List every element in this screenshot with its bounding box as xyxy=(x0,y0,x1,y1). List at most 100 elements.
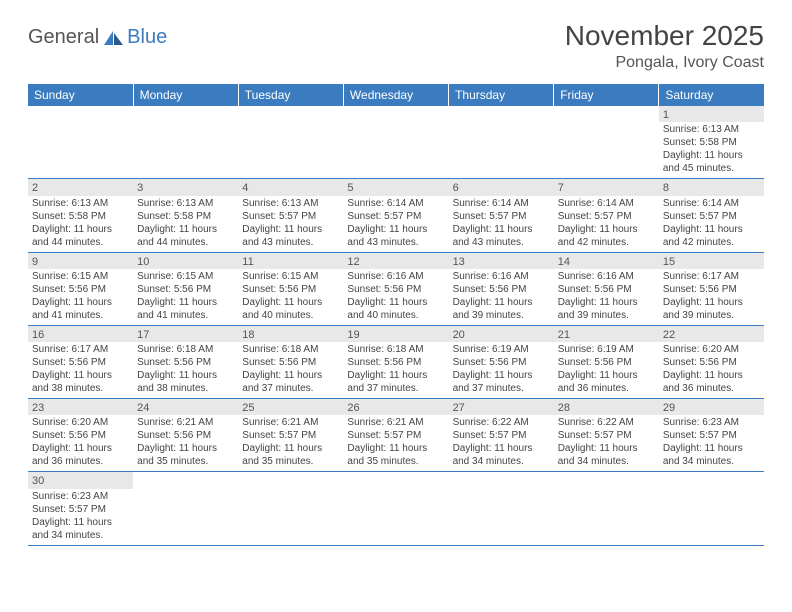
day-number-cell: 2 xyxy=(28,179,133,196)
day-content-cell xyxy=(343,122,448,179)
day-number-cell: 10 xyxy=(133,252,238,269)
sunset-line: Sunset: 5:58 PM xyxy=(137,210,234,223)
day-number: 7 xyxy=(558,182,564,194)
day-header: Friday xyxy=(554,84,659,106)
sunset-line: Sunset: 5:56 PM xyxy=(137,356,234,369)
day-number: 6 xyxy=(453,182,459,194)
day-content-cell: Sunrise: 6:19 AMSunset: 5:56 PMDaylight:… xyxy=(449,342,554,399)
day-content-cell: Sunrise: 6:23 AMSunset: 5:57 PMDaylight:… xyxy=(28,489,133,546)
day-header: Sunday xyxy=(28,84,133,106)
sunrise-line: Sunrise: 6:21 AM xyxy=(137,416,234,429)
day-number: 30 xyxy=(32,475,44,487)
sunrise-line: Sunrise: 6:14 AM xyxy=(453,197,550,210)
day-content-cell xyxy=(449,122,554,179)
day-number-cell: 3 xyxy=(133,179,238,196)
day-content-cell: Sunrise: 6:19 AMSunset: 5:56 PMDaylight:… xyxy=(554,342,659,399)
day-header: Tuesday xyxy=(238,84,343,106)
day-number-cell: 6 xyxy=(449,179,554,196)
day-content-cell: Sunrise: 6:17 AMSunset: 5:56 PMDaylight:… xyxy=(28,342,133,399)
sunrise-line: Sunrise: 6:15 AM xyxy=(242,270,339,283)
sunset-line: Sunset: 5:56 PM xyxy=(558,283,655,296)
week-content-row: Sunrise: 6:13 AMSunset: 5:58 PMDaylight:… xyxy=(28,196,764,253)
day-number: 5 xyxy=(347,182,353,194)
daylight-line: Daylight: 11 hours and 42 minutes. xyxy=(663,223,760,249)
day-number-cell: 22 xyxy=(659,325,764,342)
day-number-cell xyxy=(133,472,238,489)
sunset-line: Sunset: 5:57 PM xyxy=(558,429,655,442)
daylight-line: Daylight: 11 hours and 38 minutes. xyxy=(137,369,234,395)
calendar-table: SundayMondayTuesdayWednesdayThursdayFrid… xyxy=(28,84,764,546)
daylight-line: Daylight: 11 hours and 39 minutes. xyxy=(558,296,655,322)
sunrise-line: Sunrise: 6:14 AM xyxy=(558,197,655,210)
day-number-cell: 17 xyxy=(133,325,238,342)
daylight-line: Daylight: 11 hours and 34 minutes. xyxy=(663,442,760,468)
day-number-cell: 12 xyxy=(343,252,448,269)
day-number-cell: 8 xyxy=(659,179,764,196)
sunrise-line: Sunrise: 6:18 AM xyxy=(137,343,234,356)
week-daynum-row: 30 xyxy=(28,472,764,489)
day-number-cell: 11 xyxy=(238,252,343,269)
day-header-row: SundayMondayTuesdayWednesdayThursdayFrid… xyxy=(28,84,764,106)
daylight-line: Daylight: 11 hours and 36 minutes. xyxy=(558,369,655,395)
day-number-cell xyxy=(554,472,659,489)
day-content-cell: Sunrise: 6:15 AMSunset: 5:56 PMDaylight:… xyxy=(28,269,133,326)
day-content-cell: Sunrise: 6:20 AMSunset: 5:56 PMDaylight:… xyxy=(659,342,764,399)
day-content-cell xyxy=(659,489,764,546)
day-number: 29 xyxy=(663,402,675,414)
week-daynum-row: 16171819202122 xyxy=(28,325,764,342)
sunset-line: Sunset: 5:56 PM xyxy=(32,429,129,442)
day-content-cell: Sunrise: 6:15 AMSunset: 5:56 PMDaylight:… xyxy=(238,269,343,326)
day-content-cell: Sunrise: 6:21 AMSunset: 5:56 PMDaylight:… xyxy=(133,415,238,472)
daylight-line: Daylight: 11 hours and 43 minutes. xyxy=(347,223,444,249)
day-number: 2 xyxy=(32,182,38,194)
day-content-cell xyxy=(343,489,448,546)
location: Pongala, Ivory Coast xyxy=(565,54,764,72)
day-number: 24 xyxy=(137,402,149,414)
logo-text-general: General xyxy=(28,26,99,49)
day-number-cell: 9 xyxy=(28,252,133,269)
day-content-cell xyxy=(238,489,343,546)
day-number: 25 xyxy=(242,402,254,414)
day-number-cell xyxy=(659,472,764,489)
week-content-row: Sunrise: 6:15 AMSunset: 5:56 PMDaylight:… xyxy=(28,269,764,326)
sunrise-line: Sunrise: 6:13 AM xyxy=(663,123,760,136)
day-content-cell xyxy=(238,122,343,179)
day-number-cell: 23 xyxy=(28,399,133,416)
sunrise-line: Sunrise: 6:13 AM xyxy=(32,197,129,210)
sunset-line: Sunset: 5:56 PM xyxy=(32,356,129,369)
day-number: 22 xyxy=(663,329,675,341)
week-content-row: Sunrise: 6:20 AMSunset: 5:56 PMDaylight:… xyxy=(28,415,764,472)
day-number-cell: 28 xyxy=(554,399,659,416)
sunset-line: Sunset: 5:56 PM xyxy=(242,356,339,369)
daylight-line: Daylight: 11 hours and 39 minutes. xyxy=(453,296,550,322)
daylight-line: Daylight: 11 hours and 36 minutes. xyxy=(32,442,129,468)
day-content-cell xyxy=(449,489,554,546)
day-content-cell: Sunrise: 6:18 AMSunset: 5:56 PMDaylight:… xyxy=(343,342,448,399)
daylight-line: Daylight: 11 hours and 41 minutes. xyxy=(32,296,129,322)
daylight-line: Daylight: 11 hours and 35 minutes. xyxy=(242,442,339,468)
daylight-line: Daylight: 11 hours and 37 minutes. xyxy=(242,369,339,395)
sunrise-line: Sunrise: 6:18 AM xyxy=(242,343,339,356)
day-number: 18 xyxy=(242,329,254,341)
day-number: 11 xyxy=(242,256,253,268)
sunset-line: Sunset: 5:57 PM xyxy=(242,210,339,223)
week-content-row: Sunrise: 6:17 AMSunset: 5:56 PMDaylight:… xyxy=(28,342,764,399)
daylight-line: Daylight: 11 hours and 44 minutes. xyxy=(137,223,234,249)
sunrise-line: Sunrise: 6:17 AM xyxy=(32,343,129,356)
sunrise-line: Sunrise: 6:22 AM xyxy=(453,416,550,429)
week-daynum-row: 9101112131415 xyxy=(28,252,764,269)
day-content-cell: Sunrise: 6:13 AMSunset: 5:57 PMDaylight:… xyxy=(238,196,343,253)
day-number: 8 xyxy=(663,182,669,194)
day-number-cell: 5 xyxy=(343,179,448,196)
day-content-cell: Sunrise: 6:14 AMSunset: 5:57 PMDaylight:… xyxy=(449,196,554,253)
day-header: Monday xyxy=(133,84,238,106)
day-number: 17 xyxy=(137,329,149,341)
sunset-line: Sunset: 5:56 PM xyxy=(453,283,550,296)
day-header: Thursday xyxy=(449,84,554,106)
sunrise-line: Sunrise: 6:16 AM xyxy=(453,270,550,283)
day-number: 4 xyxy=(242,182,248,194)
sunset-line: Sunset: 5:56 PM xyxy=(347,356,444,369)
sunrise-line: Sunrise: 6:21 AM xyxy=(242,416,339,429)
day-number-cell xyxy=(449,472,554,489)
day-number-cell: 18 xyxy=(238,325,343,342)
